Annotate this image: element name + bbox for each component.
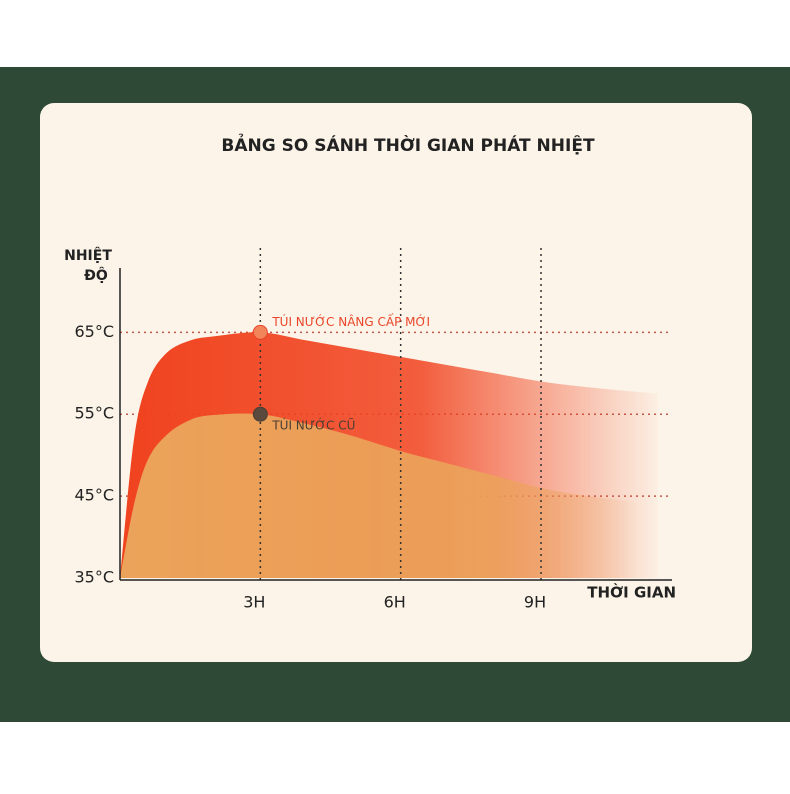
x-tick-label: 3H [243,593,265,612]
y-tick-label: 55°C [74,404,114,423]
annotation-label: TÚI NƯỚC CŨ [271,418,355,433]
y-tick-label: 65°C [74,322,114,341]
annotation-label: TÚI NƯỚC NÂNG CẤP MỚI [271,313,430,329]
annotation-marker [252,324,268,340]
x-tick-label: 9H [524,593,546,612]
y-axis-label: NHIỆT [64,246,112,264]
y-axis-label: ĐỘ [84,266,108,284]
chart-title: BẢNG SO SÁNH THỜI GIAN PHÁT NHIỆT [221,133,595,156]
y-tick-label: 35°C [74,568,114,587]
x-tick-label: 6H [384,593,406,612]
y-tick-label: 45°C [74,486,114,505]
annotation-marker [252,406,268,422]
x-axis-label: THỜI GIAN [587,583,676,602]
area [120,413,658,578]
